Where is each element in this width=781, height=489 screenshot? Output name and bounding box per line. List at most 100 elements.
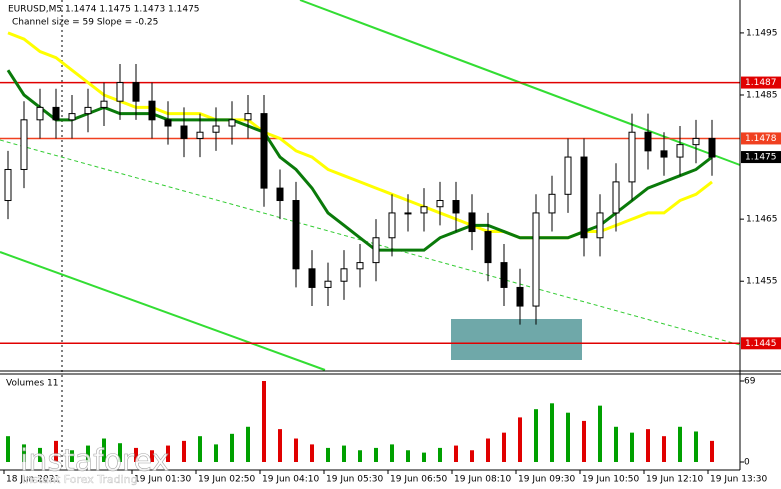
candle-body <box>500 262 508 288</box>
level-label: 1.1478 <box>745 134 777 144</box>
level-label-box <box>741 337 781 350</box>
candle-body <box>340 268 348 282</box>
volume-bar <box>678 426 682 462</box>
volume-bar <box>470 450 474 462</box>
candle-body <box>276 187 284 202</box>
x-tick-label: 19 Jun 13:30 <box>710 475 767 485</box>
volume-bar <box>662 436 666 462</box>
volume-bar <box>118 443 122 462</box>
candle-body <box>468 212 476 233</box>
candle-body <box>644 131 652 152</box>
plot <box>0 31 740 345</box>
y-tick-label: 1.1495 <box>746 28 778 38</box>
watermark-sub: Instant Forex Trading <box>22 473 138 486</box>
candle-body <box>452 200 460 214</box>
level-label-box <box>741 132 781 145</box>
volume-bar <box>646 429 650 462</box>
candle-body <box>548 193 556 214</box>
x-tick-label: 19 Jun 05:30 <box>326 475 383 485</box>
x-tick-label: 19 Jun 06:50 <box>390 475 447 485</box>
volume-bar <box>534 409 538 462</box>
volume-bar <box>630 432 634 462</box>
candle-body <box>676 144 684 158</box>
volume-bar <box>486 438 490 462</box>
candle-body <box>580 156 588 239</box>
candle-body <box>244 113 252 121</box>
current-price-label: 1.1475 <box>745 153 777 163</box>
volume-title: Volumes 11 <box>6 379 58 389</box>
candle-body <box>404 212 412 215</box>
candle-body <box>260 113 268 189</box>
volume-bar <box>518 417 522 462</box>
x-tick-label: 18 Jun 2021 <box>6 475 60 485</box>
volume-bar <box>374 447 378 462</box>
current-price-box <box>741 151 781 164</box>
volume-bar <box>134 447 138 462</box>
candle-body <box>436 200 444 208</box>
channel-middle <box>0 139 741 346</box>
volume-bar <box>694 431 698 462</box>
candle-body <box>100 100 108 108</box>
candle-body <box>36 106 44 121</box>
volume-bar <box>454 445 458 462</box>
support-zone <box>451 319 582 360</box>
x-tick-label: 19 Jun 02:50 <box>198 475 255 485</box>
candle-body <box>308 268 316 288</box>
x-tick-label: 19 Jun 04:10 <box>262 475 319 485</box>
volume-bar <box>278 429 282 462</box>
candle-body <box>212 125 220 133</box>
volume-bar <box>70 450 74 462</box>
volume-bar <box>214 444 218 462</box>
candle-body <box>420 206 428 214</box>
volume-bar <box>550 403 554 462</box>
candle-body <box>564 156 572 195</box>
volume-bar <box>422 452 426 462</box>
candle-body <box>516 286 524 307</box>
volume-bar <box>86 445 90 462</box>
volume-bar <box>38 447 42 462</box>
x-tick-label: 19 Jun 10:50 <box>582 475 639 485</box>
candle-body <box>68 113 76 121</box>
volume-bar <box>246 426 250 462</box>
candle-body <box>356 262 364 270</box>
volume-bar <box>710 440 714 462</box>
candle-body <box>660 150 668 158</box>
chart-header: EURUSD,M5 1.1474 1.1475 1.1473 1.1475 <box>8 5 200 15</box>
candle-body <box>628 131 636 183</box>
moving-average <box>7 31 713 240</box>
candle-body <box>52 106 60 121</box>
volume-bar <box>294 438 298 462</box>
candle-body <box>612 181 620 214</box>
x-tick-label: 19 Jun 01:30 <box>134 475 191 485</box>
volume-bar <box>438 447 442 462</box>
volume-bar <box>22 444 26 462</box>
candle-body <box>692 137 700 146</box>
candle-body <box>292 200 300 270</box>
volume-bar <box>102 438 106 462</box>
y-tick-label: 1.1455 <box>746 277 778 287</box>
candle-body <box>20 119 28 170</box>
candle-body <box>132 82 140 102</box>
volume-bar <box>582 420 586 462</box>
level-label: 1.1487 <box>745 78 777 88</box>
candle-body <box>372 237 380 264</box>
volume-bar <box>182 440 186 462</box>
volume-bar <box>502 432 506 462</box>
candle-body <box>84 106 92 115</box>
moving-average <box>6 69 713 252</box>
volume-bar <box>566 412 570 462</box>
volume-bar <box>614 426 618 462</box>
channel-lower <box>0 251 326 371</box>
watermark: instaforex <box>20 444 169 479</box>
volume-bar <box>598 405 602 462</box>
candle-body <box>484 231 492 264</box>
y-tick-label: 1.1485 <box>746 90 778 100</box>
candle-body <box>596 212 604 239</box>
x-tick-label: 19 Jun 12:10 <box>646 475 703 485</box>
x-tick-label: 19 Jun 09:30 <box>518 475 575 485</box>
candle-body <box>532 212 540 307</box>
candle-body <box>388 212 396 239</box>
volume-bar <box>390 444 394 462</box>
chart-subheader: Channel size = 59 Slope = -0.25 <box>12 18 158 28</box>
